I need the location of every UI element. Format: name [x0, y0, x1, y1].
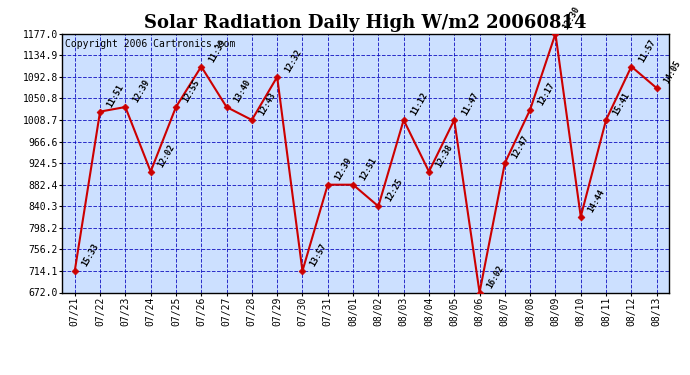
Text: 11:12: 11:12 [409, 91, 429, 117]
Text: 13:57: 13:57 [308, 242, 328, 268]
Text: 12:55: 12:55 [181, 78, 201, 104]
Text: 13:40: 13:40 [232, 78, 253, 104]
Text: 14:05: 14:05 [662, 59, 682, 85]
Text: 11:39: 11:39 [207, 38, 227, 64]
Text: 11:57: 11:57 [637, 38, 657, 64]
Text: 12:25: 12:25 [384, 177, 404, 204]
Text: 12:32: 12:32 [283, 48, 303, 74]
Text: Copyright 2006 Cartronics.com: Copyright 2006 Cartronics.com [65, 39, 235, 49]
Text: 16:02: 16:02 [485, 264, 505, 290]
Text: 15:33: 15:33 [80, 242, 101, 268]
Text: 12:39: 12:39 [333, 156, 353, 182]
Text: 11:51: 11:51 [106, 83, 126, 109]
Text: 12:02: 12:02 [156, 142, 177, 169]
Text: 12:30: 12:30 [561, 5, 581, 31]
Text: 12:39: 12:39 [131, 78, 151, 104]
Text: 12:47: 12:47 [511, 134, 531, 160]
Title: Solar Radiation Daily High W/m2 20060814: Solar Radiation Daily High W/m2 20060814 [144, 14, 587, 32]
Text: 15:41: 15:41 [611, 91, 632, 117]
Text: 12:43: 12:43 [257, 91, 277, 117]
Text: 11:47: 11:47 [460, 91, 480, 117]
Text: 12:51: 12:51 [359, 156, 379, 182]
Text: 12:38: 12:38 [435, 142, 455, 169]
Text: 14:44: 14:44 [586, 188, 607, 214]
Text: 12:17: 12:17 [535, 81, 556, 107]
